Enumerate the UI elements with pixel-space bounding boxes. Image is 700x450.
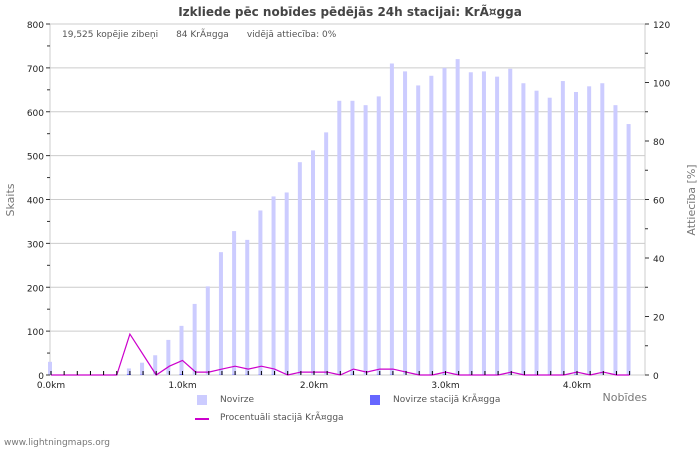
y-tick-label: 300 — [27, 240, 44, 250]
bar-novirze — [587, 86, 592, 376]
bar-novirze — [442, 67, 447, 375]
bar-novirze — [403, 71, 408, 375]
chart-title: Izkliede pēc nobīdes pēdējās 24h stacija… — [178, 5, 522, 19]
bar-novirze — [205, 286, 210, 375]
bar-station — [179, 374, 184, 375]
x-tick-label: 2.0km — [300, 381, 328, 391]
bar-novirze — [455, 59, 460, 375]
bar-novirze — [613, 105, 618, 375]
y2-tick-label: 40 — [653, 255, 665, 265]
y2-tick-label: 0 — [653, 372, 659, 382]
bar-novirze — [481, 71, 486, 375]
bar-novirze — [626, 124, 631, 375]
bar-novirze — [297, 162, 302, 375]
y2-tick-label: 100 — [653, 80, 670, 90]
bar-novirze — [376, 96, 381, 376]
legend-swatch-station — [370, 395, 380, 405]
bar-novirze — [48, 361, 52, 375]
bar-novirze — [350, 100, 355, 375]
x-tick-label: 4.0km — [563, 381, 591, 391]
y2-tick-label: 120 — [653, 21, 670, 31]
bar-novirze — [337, 100, 342, 375]
x-tick-label: 1.0km — [168, 381, 196, 391]
y-tick-label: 100 — [27, 328, 44, 338]
bar-novirze — [389, 63, 394, 376]
bar-novirze — [232, 231, 237, 375]
bar-novirze — [245, 239, 250, 375]
bar-novirze — [192, 303, 197, 375]
bar-novirze — [560, 81, 565, 375]
bar-novirze — [363, 105, 368, 375]
legend-percent: Procentuāli stacijā KrÃ¤gga — [220, 413, 344, 423]
axes: 0 100 200 300 400 500 600 700 800 0 20 40 60 80 100 120… — [27, 21, 671, 391]
y2-axis-label: Attiecība [%] — [685, 164, 698, 235]
bar-novirze — [311, 150, 315, 375]
bar-novirze — [166, 339, 171, 375]
bar-novirze — [284, 192, 289, 375]
bar-novirze — [468, 72, 473, 375]
y-axis-label: Skaits — [4, 183, 17, 216]
bar-novirze — [258, 210, 263, 375]
stats-line: 19,525 kopējie zibeņi 84 KrÃ¤gga vidējā at… — [62, 30, 354, 40]
x-tick-label: 0.0km — [37, 381, 65, 391]
y-tick-label: 800 — [27, 21, 44, 31]
bar-novirze — [271, 196, 276, 375]
y2-tick-label: 80 — [653, 138, 665, 148]
legend-swatch-novirze — [197, 395, 207, 405]
stat-station: 84 KrÃ¤gga — [176, 30, 229, 40]
bar-novirze — [126, 368, 131, 375]
bar-novirze — [521, 83, 526, 375]
bar-novirze — [429, 75, 434, 376]
stat-total: 19,525 kopējie zibeņi — [62, 30, 159, 40]
grid-lines — [49, 23, 646, 376]
bar-novirze — [574, 92, 578, 375]
bar-novirze — [179, 325, 184, 375]
bar-novirze — [547, 97, 552, 376]
bar-novirze — [324, 132, 329, 375]
x-axis-label: Nobīdes — [603, 391, 648, 404]
legend-novirze: Novirze — [220, 395, 255, 405]
bar-novirze — [600, 83, 605, 375]
bar-novirze — [416, 85, 421, 376]
y-tick-label: 0 — [38, 372, 44, 382]
y-tick-label: 500 — [27, 153, 44, 163]
footer-link[interactable]: www.lightningmaps.org — [4, 438, 110, 448]
bar-novirze — [534, 90, 539, 375]
y2-tick-label: 20 — [653, 314, 665, 324]
y-tick-label: 600 — [27, 109, 44, 119]
bar-novirze — [153, 355, 158, 375]
bars — [48, 59, 631, 376]
bar-novirze — [140, 362, 145, 375]
y2-tick-label: 60 — [653, 197, 665, 207]
bar-station — [126, 374, 131, 375]
stat-ratio: vidējā attiecība: 0% — [246, 30, 337, 40]
y-tick-label: 400 — [27, 197, 44, 207]
legend-line-percent — [195, 418, 209, 420]
bar-novirze — [508, 68, 513, 375]
x-tick-label: 3.0km — [431, 381, 459, 391]
y-tick-label: 700 — [27, 65, 44, 75]
y-tick-label: 200 — [27, 284, 44, 294]
legend-station: Novirze stacijā KrÃ¤gga — [393, 395, 501, 405]
bar-novirze — [495, 76, 500, 376]
bar-novirze — [218, 252, 223, 375]
